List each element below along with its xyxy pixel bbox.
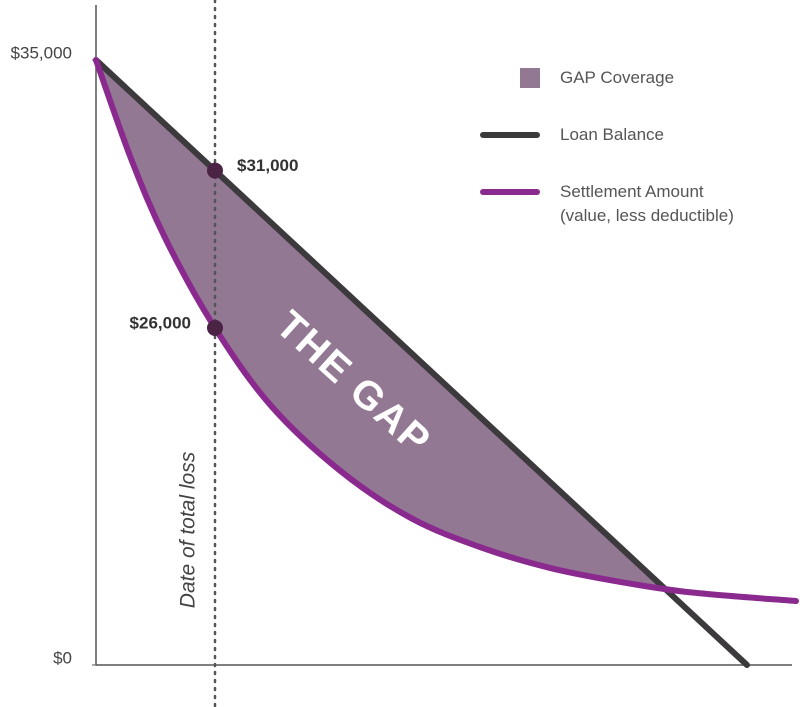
legend-swatch: [480, 123, 540, 147]
legend-label: GAP Coverage: [560, 68, 675, 87]
legend-item: Loan Balance: [480, 123, 780, 147]
swatch-box: [520, 68, 540, 88]
y-tick-label: $35,000: [11, 43, 72, 62]
annotation: $31,000: [237, 156, 298, 175]
swatch-line: [480, 189, 540, 195]
legend-label: Settlement Amount (value, less deductibl…: [560, 182, 734, 225]
legend-item: GAP Coverage: [480, 66, 780, 90]
legend: GAP Coverage Loan Balance Settlement Amoun…: [480, 66, 780, 261]
y-tick-label: $0: [53, 648, 72, 667]
swatch-line: [480, 132, 540, 138]
legend-swatch: [480, 180, 540, 204]
series-line: [93, 57, 750, 668]
legend-label: Loan Balance: [560, 125, 664, 144]
annotation: $26,000: [130, 313, 191, 332]
loss-point: [207, 162, 223, 179]
loss-date-label: Date of total loss: [177, 451, 200, 608]
legend-swatch: [480, 66, 540, 90]
loss-point: [207, 319, 223, 336]
legend-item: Settlement Amount (value, less deductibl…: [480, 180, 780, 228]
series-line: [93, 57, 799, 605]
